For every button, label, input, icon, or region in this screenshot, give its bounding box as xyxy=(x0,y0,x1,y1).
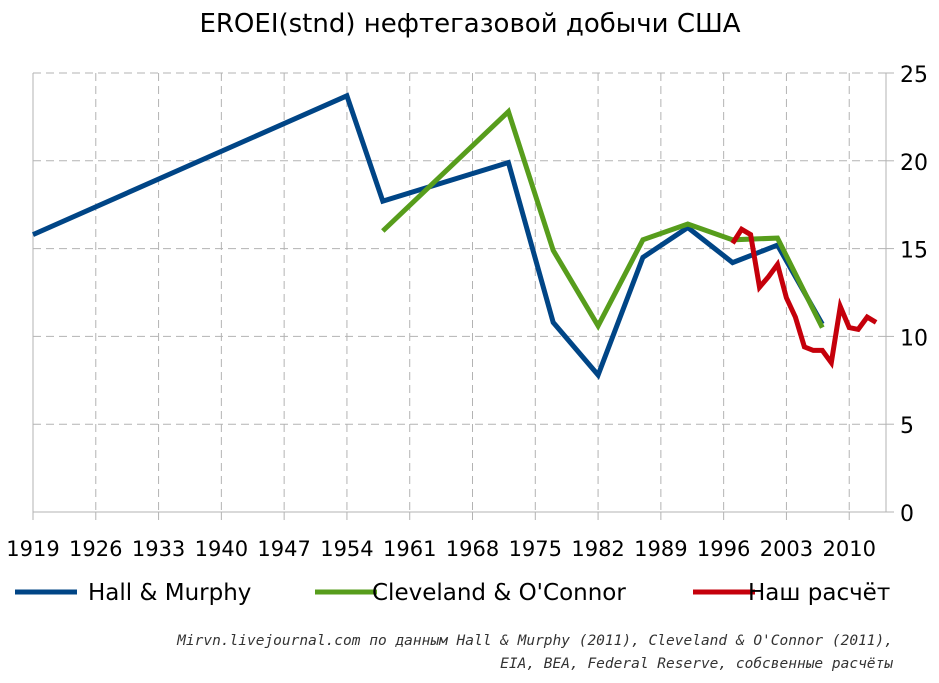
grid xyxy=(33,72,886,512)
legend-label-2: Наш расчёт xyxy=(748,580,890,606)
legend: Hall & Murphy Cleveland & O'Connor Наш рас… xyxy=(15,580,890,606)
x-tick-label: 1982 xyxy=(571,537,624,561)
axes: 0 5 10 15 20 25 1919 1926 1933 1940 1947 1954 1961 19… xyxy=(6,63,928,561)
series-lines xyxy=(31,92,878,380)
y-tick-label: 15 xyxy=(900,239,928,264)
x-tick-label: 1954 xyxy=(320,537,373,561)
x-tick-label: 2010 xyxy=(822,537,875,561)
y-tick-label: 25 xyxy=(900,63,928,88)
chart-title: EROEI(stnd) нефтегазовой добычи США xyxy=(199,9,740,39)
source-note-line-1: Mirvn.livejournal.com по данным Hall & M… xyxy=(176,633,893,649)
x-tick-label: 1996 xyxy=(697,537,750,561)
y-tick-label: 5 xyxy=(900,414,914,439)
x-tick-label: 1926 xyxy=(69,537,122,561)
legend-label-1: Cleveland & O'Connor xyxy=(372,580,626,606)
y-tick-label: 10 xyxy=(900,326,928,351)
x-tick-label: 1968 xyxy=(446,537,499,561)
series-line-2 xyxy=(730,225,878,370)
x-tick-label: 1975 xyxy=(509,537,562,561)
x-tick-label: 1933 xyxy=(132,537,185,561)
source-note-line-2: EIA, BEA, Federal Reserve, собсвенные ра… xyxy=(500,656,893,672)
legend-label-0: Hall & Murphy xyxy=(88,580,251,606)
y-tick-label: 0 xyxy=(900,502,914,527)
x-tick-label: 1947 xyxy=(257,537,310,561)
x-tick-label: 2003 xyxy=(760,537,813,561)
y-tick-label: 20 xyxy=(900,151,928,176)
x-tick-label: 1989 xyxy=(634,537,687,561)
x-tick-label: 1940 xyxy=(195,537,248,561)
series-line-0 xyxy=(31,92,825,380)
x-tick-label: 1961 xyxy=(383,537,436,561)
x-tick-label: 1919 xyxy=(6,537,59,561)
series-line-1 xyxy=(381,107,825,332)
